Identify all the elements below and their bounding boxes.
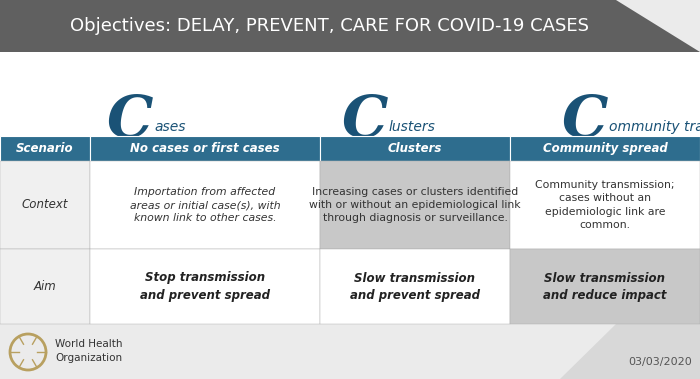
Text: Aim: Aim	[34, 280, 57, 293]
Text: Slow transmission
and reduce impact: Slow transmission and reduce impact	[543, 271, 666, 302]
FancyBboxPatch shape	[320, 136, 510, 161]
Polygon shape	[560, 324, 700, 379]
FancyBboxPatch shape	[510, 249, 700, 324]
FancyBboxPatch shape	[510, 136, 700, 161]
Text: Context: Context	[22, 199, 69, 211]
Text: Community transmission;
cases without an
epidemiologic link are
common.: Community transmission; cases without an…	[536, 180, 675, 230]
Text: Stop transmission
and prevent spread: Stop transmission and prevent spread	[140, 271, 270, 302]
FancyBboxPatch shape	[90, 249, 320, 324]
FancyBboxPatch shape	[320, 161, 510, 249]
Text: Importation from affected
areas or initial case(s), with
known link to other cas: Importation from affected areas or initi…	[130, 187, 280, 223]
FancyBboxPatch shape	[0, 161, 90, 249]
FancyBboxPatch shape	[0, 136, 90, 161]
Text: C: C	[342, 93, 388, 149]
Text: C: C	[561, 93, 608, 149]
Polygon shape	[616, 0, 700, 52]
Text: C: C	[106, 93, 153, 149]
Text: Community spread: Community spread	[542, 142, 667, 155]
Text: Scenario: Scenario	[16, 142, 74, 155]
Text: lusters: lusters	[389, 120, 436, 134]
Text: Objectives: DELAY, PREVENT, CARE FOR COVID-19 CASES: Objectives: DELAY, PREVENT, CARE FOR COV…	[69, 17, 589, 35]
Text: ases: ases	[154, 120, 186, 134]
Text: Clusters: Clusters	[388, 142, 442, 155]
FancyBboxPatch shape	[90, 161, 320, 249]
Text: Increasing cases or clusters identified
with or without an epidemiological link
: Increasing cases or clusters identified …	[309, 187, 521, 223]
FancyBboxPatch shape	[0, 0, 700, 52]
FancyBboxPatch shape	[0, 324, 700, 379]
FancyBboxPatch shape	[90, 136, 320, 161]
FancyBboxPatch shape	[0, 249, 90, 324]
FancyBboxPatch shape	[510, 161, 700, 249]
Text: Slow transmission
and prevent spread: Slow transmission and prevent spread	[350, 271, 480, 302]
Text: ommunity transmission: ommunity transmission	[609, 120, 700, 134]
Text: 03/03/2020: 03/03/2020	[629, 357, 692, 367]
Text: World Health
Organization: World Health Organization	[55, 340, 122, 363]
FancyBboxPatch shape	[320, 249, 510, 324]
FancyBboxPatch shape	[0, 52, 700, 324]
Text: No cases or first cases: No cases or first cases	[130, 142, 280, 155]
